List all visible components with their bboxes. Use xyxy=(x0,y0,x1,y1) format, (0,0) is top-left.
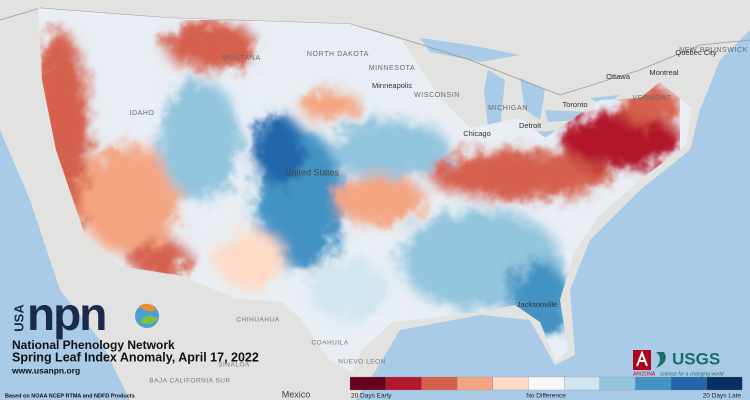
legend-swatch xyxy=(492,376,529,391)
state-label: NORTH DAKOTA xyxy=(307,51,369,58)
great-lakes xyxy=(420,38,620,140)
legend-swatch xyxy=(421,376,458,391)
logo-name: npn xyxy=(27,288,105,340)
state-label: BAJA CALIFORNIA SUR xyxy=(149,378,230,385)
state-label: MINNESOTA xyxy=(369,65,416,72)
npn-logo: USA npn National Phenology Network Sprin… xyxy=(5,288,259,399)
state-label: COAHUILA xyxy=(311,340,348,347)
partner-logos: USGS ARIZONA science for a changing worl… xyxy=(633,349,724,377)
legend-swatch xyxy=(599,376,636,391)
legend-swatch xyxy=(349,376,387,391)
url: www.usanpn.org xyxy=(11,365,80,375)
legend-label: 20 Days Early xyxy=(351,393,392,400)
city-label: Montreal xyxy=(649,68,679,77)
legend-swatch xyxy=(670,376,707,391)
state-label: WISCONSIN xyxy=(414,92,460,99)
usgs-logo xyxy=(656,352,666,368)
legend-swatch xyxy=(456,376,493,391)
logo-org: National Phenology Network xyxy=(12,338,175,352)
state-label: MONTANA xyxy=(222,55,261,62)
map-title: Spring Leaf Index Anomaly, April 17, 202… xyxy=(12,350,259,364)
state-label: NUEVO LEON xyxy=(338,359,386,366)
logo-leaf xyxy=(140,315,158,325)
state-label: MICHIGAN xyxy=(488,105,528,112)
logo-country: USA xyxy=(11,304,26,332)
state-label: CHIHUAHUA xyxy=(236,317,279,324)
state-label: NEW BRUNSWICK xyxy=(679,47,748,54)
legend-swatch xyxy=(634,376,672,391)
map-labels: MONTANA NORTH DAKOTA MINNESOTA Minneapol… xyxy=(129,47,748,400)
city-label: Minneapolis xyxy=(372,81,412,90)
legend-swatch xyxy=(563,376,600,391)
state-label: IDAHO xyxy=(129,110,154,117)
baja xyxy=(150,300,205,385)
arizona-text: ARIZONA xyxy=(633,371,656,377)
legend: 20 Days Early No Difference 20 Days Late xyxy=(349,376,743,400)
city-label: Chicago xyxy=(463,129,491,138)
legend-swatch xyxy=(528,376,565,391)
logo-leaf xyxy=(139,303,156,312)
city-label: Ottawa xyxy=(606,72,631,81)
city-label: Toronto xyxy=(562,100,587,109)
arizona-logo xyxy=(636,350,648,367)
city-label: Quebec City xyxy=(675,48,717,57)
legend-label: No Difference xyxy=(526,393,566,400)
source-note: Based on NOAA NCEP RTMA and NDFD Product… xyxy=(5,393,135,399)
country-label: Mexico xyxy=(282,389,311,399)
legend-label: 20 Days Late xyxy=(703,393,742,400)
border xyxy=(0,7,750,96)
city-label: Detroit xyxy=(519,121,542,130)
usgs-logo: USGS xyxy=(672,349,720,368)
legend-swatch xyxy=(385,376,422,391)
state-label: VERMONT xyxy=(632,95,671,102)
city-label: Jacksonville xyxy=(517,300,557,309)
legend-swatch xyxy=(706,376,743,391)
usgs-tagline: science for a changing world xyxy=(660,371,724,377)
country-label: United States xyxy=(285,167,340,177)
state-label: SINALOA xyxy=(218,362,250,369)
